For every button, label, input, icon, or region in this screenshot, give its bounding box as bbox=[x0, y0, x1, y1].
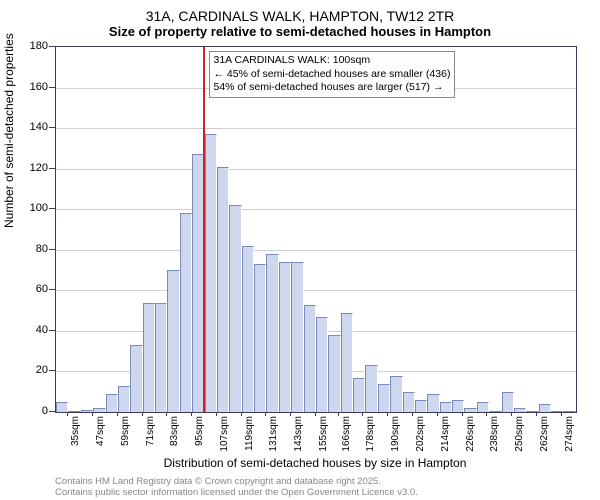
histogram-bar bbox=[106, 394, 118, 412]
histogram-bar bbox=[81, 410, 93, 412]
histogram-bar bbox=[266, 254, 278, 412]
x-tick-label: 71sqm bbox=[145, 416, 156, 446]
x-tick-label: 131sqm bbox=[268, 416, 279, 452]
x-tick-label: 190sqm bbox=[390, 416, 401, 452]
y-tick-label: 80 bbox=[36, 243, 48, 255]
x-tick-label: 202sqm bbox=[415, 416, 426, 452]
x-tick-label: 107sqm bbox=[219, 416, 230, 452]
y-tick-label: 40 bbox=[36, 324, 48, 336]
histogram-bar bbox=[440, 402, 452, 412]
histogram-bar bbox=[304, 305, 316, 412]
annotation-box: 31A CARDINALS WALK: 100sqm ← 45% of semi… bbox=[209, 51, 456, 98]
histogram-bar bbox=[217, 167, 229, 412]
x-tick-label: 95sqm bbox=[194, 416, 205, 446]
x-tick-label: 166sqm bbox=[341, 416, 352, 452]
x-tick-label: 178sqm bbox=[365, 416, 376, 452]
annotation-line-2: ← 45% of semi-detached houses are smalle… bbox=[214, 68, 451, 82]
y-tick-label: 160 bbox=[30, 81, 48, 93]
histogram-bar bbox=[205, 134, 217, 412]
histogram-bar bbox=[242, 246, 254, 412]
histogram-bar bbox=[365, 365, 377, 412]
x-tick-label: 262sqm bbox=[539, 416, 550, 452]
histogram-bar bbox=[551, 411, 563, 412]
histogram-bar bbox=[477, 402, 489, 412]
y-tick-label: 120 bbox=[30, 162, 48, 174]
histogram-bar bbox=[180, 213, 192, 412]
footer-attribution: Contains HM Land Registry data © Crown c… bbox=[55, 477, 418, 498]
x-tick-label: 119sqm bbox=[244, 416, 255, 451]
histogram-bar bbox=[353, 378, 365, 412]
x-tick-label: 250sqm bbox=[514, 416, 525, 452]
histogram-bar bbox=[68, 411, 80, 412]
plot-area: 31A CARDINALS WALK: 100sqm ← 45% of semi… bbox=[55, 46, 577, 413]
x-tick-label: 226sqm bbox=[465, 416, 476, 452]
annotation-line-1: 31A CARDINALS WALK: 100sqm bbox=[214, 54, 451, 68]
chart-subtitle: Size of property relative to semi-detach… bbox=[0, 24, 600, 43]
chart-title-address: 31A, CARDINALS WALK, HAMPTON, TW12 2TR bbox=[0, 0, 600, 24]
chart-container: 31A, CARDINALS WALK, HAMPTON, TW12 2TR S… bbox=[0, 0, 600, 500]
y-tick-label: 20 bbox=[36, 364, 48, 376]
histogram-bar bbox=[254, 264, 266, 412]
y-tick-label: 100 bbox=[30, 202, 48, 214]
annotation-line-3: 54% of semi-detached houses are larger (… bbox=[214, 81, 451, 95]
histogram-bar bbox=[167, 270, 179, 412]
footer-line-1: Contains HM Land Registry data © Crown c… bbox=[55, 477, 418, 487]
histogram-bar bbox=[514, 408, 526, 412]
x-axis-label: Distribution of semi-detached houses by … bbox=[55, 456, 575, 470]
histogram-bar bbox=[143, 303, 155, 413]
histogram-bar bbox=[118, 386, 130, 412]
y-axis: 020406080100120140160180 bbox=[0, 46, 52, 411]
histogram-bar bbox=[464, 408, 476, 412]
y-tick-label: 180 bbox=[30, 40, 48, 52]
histogram-bar bbox=[93, 408, 105, 412]
histogram-bar bbox=[316, 317, 328, 412]
histogram-bar bbox=[155, 303, 167, 413]
x-tick-label: 47sqm bbox=[95, 416, 106, 446]
histogram-bar bbox=[130, 345, 142, 412]
x-tick-label: 35sqm bbox=[70, 416, 81, 446]
histogram-bars bbox=[56, 47, 576, 412]
histogram-bar bbox=[563, 411, 575, 412]
x-tick-label: 155sqm bbox=[318, 416, 329, 452]
x-tick-label: 83sqm bbox=[169, 416, 180, 446]
y-tick-label: 140 bbox=[30, 121, 48, 133]
y-tick-label: 60 bbox=[36, 283, 48, 295]
histogram-bar bbox=[415, 400, 427, 412]
footer-line-2: Contains public sector information licen… bbox=[55, 488, 418, 498]
x-tick-label: 143sqm bbox=[293, 416, 304, 452]
histogram-bar bbox=[403, 392, 415, 412]
histogram-bar bbox=[502, 392, 514, 412]
histogram-bar bbox=[539, 404, 551, 412]
x-tick-label: 238sqm bbox=[489, 416, 500, 452]
x-tick-label: 214sqm bbox=[440, 416, 451, 452]
histogram-bar bbox=[526, 411, 538, 412]
reference-line bbox=[203, 47, 205, 412]
y-tick-label: 0 bbox=[42, 405, 48, 417]
histogram-bar bbox=[378, 384, 390, 412]
histogram-bar bbox=[328, 335, 340, 412]
histogram-bar bbox=[427, 394, 439, 412]
histogram-bar bbox=[452, 400, 464, 412]
histogram-bar bbox=[390, 376, 402, 413]
histogram-bar bbox=[56, 402, 68, 412]
histogram-bar bbox=[279, 262, 291, 412]
x-tick-label: 59sqm bbox=[120, 416, 131, 446]
x-tick-label: 274sqm bbox=[564, 416, 575, 452]
histogram-bar bbox=[489, 411, 501, 412]
histogram-bar bbox=[341, 313, 353, 412]
histogram-bar bbox=[229, 205, 241, 412]
histogram-bar bbox=[291, 262, 303, 412]
